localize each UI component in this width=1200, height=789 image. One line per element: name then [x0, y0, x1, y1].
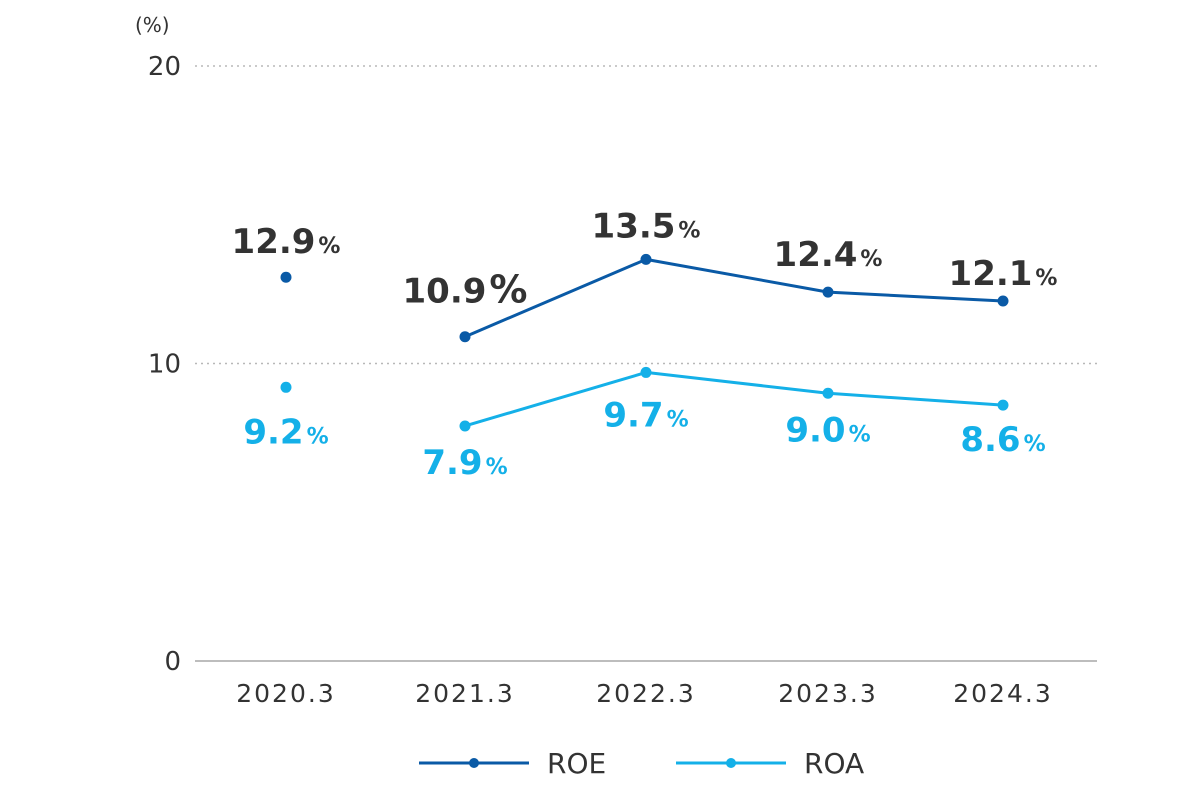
- data-label-roa: 9.2%: [243, 412, 328, 452]
- legend-label: ROA: [804, 747, 864, 780]
- legend-item-roa: ROA: [676, 747, 864, 780]
- y-tick-label: 0: [164, 647, 181, 677]
- legend-label: ROE: [547, 747, 606, 780]
- data-label-roe: 12.1%: [949, 254, 1058, 294]
- data-point-roa: [280, 381, 292, 393]
- x-tick-label: 2022.3: [596, 679, 695, 708]
- data-label-roe: 13.5%: [592, 206, 701, 246]
- series-line-roe: [464, 257, 1004, 339]
- data-point-roe: [997, 295, 1009, 307]
- data-point-roa: [822, 387, 834, 399]
- data-label-roa: 8.6%: [960, 420, 1045, 460]
- data-point-roe: [822, 286, 834, 298]
- data-label-roa: 9.0%: [785, 410, 870, 450]
- data-point-roa: [459, 420, 471, 432]
- data-label-roa: 7.9%: [422, 443, 507, 483]
- legend-swatch-marker: [726, 758, 736, 768]
- series-line-roa: [464, 370, 1004, 428]
- y-tick-label: 20: [148, 52, 181, 82]
- x-tick-label: 2023.3: [778, 679, 877, 708]
- data-point-roa: [997, 399, 1009, 411]
- y-axis-unit-label: (%): [135, 13, 170, 37]
- x-tick-label: 2021.3: [415, 679, 514, 708]
- data-label-roa: 9.7%: [603, 395, 688, 435]
- data-point-roe: [280, 271, 292, 283]
- data-label-roe: 12.9%: [232, 222, 341, 262]
- legend-swatch-marker: [469, 758, 479, 768]
- data-label-roe: 10.9%: [403, 268, 528, 312]
- x-tick-label: 2020.3: [236, 679, 335, 708]
- data-point-roa: [640, 366, 652, 378]
- y-tick-label: 10: [148, 350, 181, 380]
- legend-item-roe: ROE: [419, 747, 606, 780]
- x-tick-label: 2024.3: [953, 679, 1052, 708]
- data-point-roe: [459, 331, 471, 343]
- data-label-roe: 12.4%: [774, 235, 883, 275]
- data-point-roe: [640, 253, 652, 265]
